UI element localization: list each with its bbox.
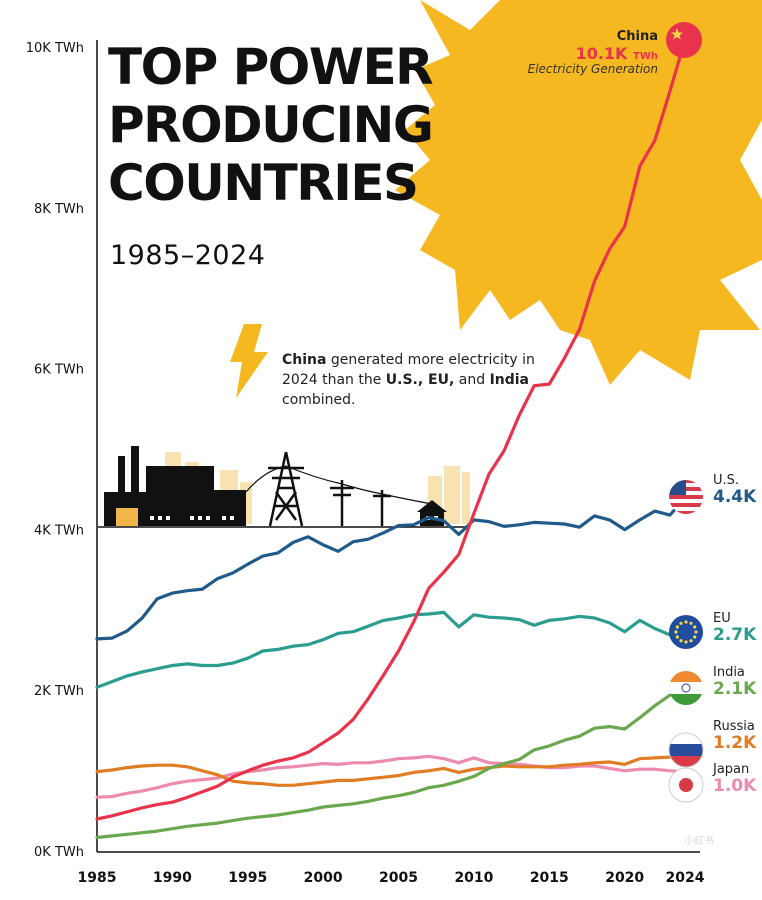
x-tick-label: 2024 [666, 870, 705, 886]
us-series-line [95, 496, 687, 641]
india-series-line [95, 681, 687, 840]
china-value-label: 10.1K [575, 43, 628, 63]
india-flag-icon [669, 671, 703, 705]
eu-flag-icon [669, 615, 703, 649]
x-tick-label: 2020 [605, 870, 644, 886]
japan-end-label: Japan 1.0K [713, 762, 757, 797]
y-axis-ticks: 0K TWh 2K TWh 4K TWh 6K TWh 8K TWh 10K TWh [26, 41, 84, 860]
china-name-label: China [616, 29, 658, 44]
russia-name-label: Russia [713, 719, 755, 734]
us-value-label: 4.4K [713, 487, 757, 508]
y-tick-label: 0K TWh [34, 845, 84, 860]
lightning-bolt-icon [230, 324, 268, 398]
x-tick-label: 2015 [530, 870, 569, 886]
x-tick-label: 2010 [454, 870, 493, 886]
us-end-label: U.S. 4.4K [713, 473, 757, 508]
transmission-tower-icon [268, 451, 304, 527]
japan-name-label: Japan [713, 762, 750, 777]
china-annotation: China generated more electricity in 2024… [282, 350, 542, 410]
japan-flag-icon [668, 767, 704, 803]
x-tick-label: 1995 [228, 870, 267, 886]
china-series-line [95, 38, 687, 821]
russia-series-line [95, 753, 687, 787]
y-tick-label: 4K TWh [34, 523, 84, 538]
y-tick-label: 8K TWh [34, 202, 84, 217]
x-tick-label: 2000 [304, 870, 343, 886]
eu-value-label: 2.7K [713, 625, 757, 646]
india-value-label: 2.1K [713, 679, 757, 700]
annotation-part: combined. [282, 392, 356, 408]
russia-flag-icon [668, 732, 704, 768]
russia-value-label: 1.2K [713, 733, 757, 754]
india-name-label: India [713, 665, 745, 680]
chart-subtitle: 1985–2024 [110, 240, 266, 271]
y-tick-label: 6K TWh [34, 363, 84, 378]
japan-series-line [95, 754, 687, 799]
power-pole-icon [330, 480, 391, 526]
us-flag-icon [669, 480, 703, 514]
x-tick-label: 1985 [78, 870, 117, 886]
annotation-part: India [489, 372, 530, 388]
china-metric-label: Electricity Generation [527, 62, 658, 77]
china-flag-icon [666, 22, 702, 58]
axes [96, 40, 700, 853]
china-value-row: 10.1K TWh [528, 43, 658, 63]
y-tick-label: 10K TWh [26, 41, 84, 56]
china-callout: China 10.1K TWh Electricity Generation [527, 29, 658, 77]
watermark: 小红书 [684, 836, 714, 847]
y-tick-label: 2K TWh [34, 684, 84, 699]
japan-value-label: 1.0K [713, 776, 757, 797]
russia-end-label: Russia 1.2K [713, 719, 757, 754]
india-end-label: India 2.1K [713, 665, 757, 700]
annotation-part: U.S., EU, [385, 372, 455, 388]
annotation-part: China [282, 352, 327, 368]
x-axis-ticks: 1985 1990 1995 2000 2005 2010 2015 2020 2024 [78, 870, 705, 886]
series-lines [95, 38, 687, 840]
factory-icon [104, 446, 246, 526]
annotation-part: and [454, 372, 490, 388]
x-tick-label: 1990 [153, 870, 192, 886]
us-name-label: U.S. [713, 473, 740, 488]
sun-icon [395, 0, 762, 385]
power-line-wire [245, 465, 433, 505]
eu-name-label: EU [713, 611, 731, 626]
eu-series-line [95, 610, 687, 689]
x-tick-label: 2005 [379, 870, 418, 886]
chart-title: TOP POWER PRODUCING COUNTRIES [108, 38, 434, 212]
annotation-part: generated more electricity in 2024 than … [282, 352, 535, 388]
china-unit-label: TWh [633, 50, 658, 62]
eu-end-label: EU 2.7K [713, 611, 757, 646]
